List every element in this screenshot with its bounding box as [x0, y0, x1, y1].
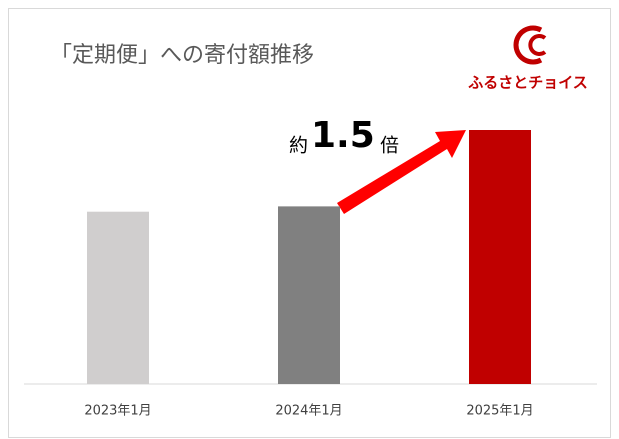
bar: [87, 211, 149, 384]
bar: [469, 130, 531, 384]
annotation-number: 1.5: [311, 115, 375, 156]
x-tick-label: 2023年1月: [84, 404, 151, 419]
logo-mark: [513, 25, 543, 65]
logo-text: ふるさとチョイス: [468, 74, 588, 92]
logo: ふるさとチョイス: [468, 25, 588, 92]
x-tick-label: 2025年1月: [466, 404, 533, 419]
annotation-prefix: 約: [289, 135, 308, 157]
x-tick-label: 2024年1月: [275, 404, 342, 419]
annotation-suffix: 倍: [380, 135, 399, 157]
logo-mark: [528, 34, 547, 56]
chart-title: 「定期便」への寄付額推移: [50, 43, 314, 68]
bar: [278, 206, 340, 384]
arrow: [337, 130, 466, 214]
